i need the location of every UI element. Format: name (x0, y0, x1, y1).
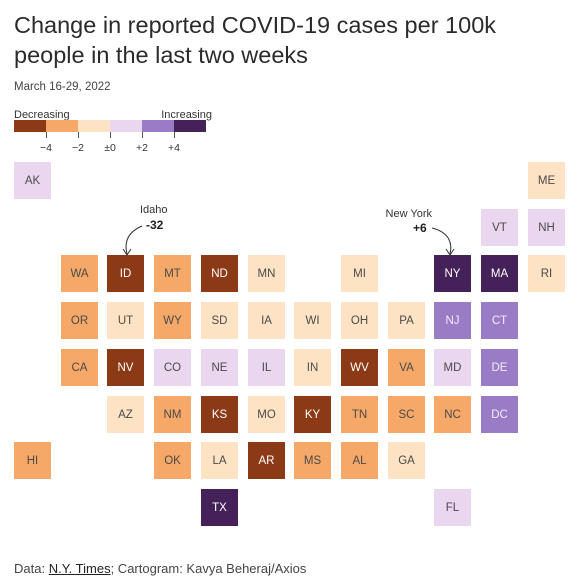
state-tile-nh: NH (528, 209, 565, 246)
state-tile-tn: TN (341, 396, 378, 433)
state-tile-ri: RI (528, 255, 565, 292)
state-tile-mt: MT (154, 255, 191, 292)
state-tile-ok: OK (154, 442, 191, 479)
legend-tick-mark (174, 132, 175, 138)
annotation-newyork-label: New York (385, 208, 432, 220)
state-tile-hi: HI (14, 442, 51, 479)
source-link[interactable]: N.Y. Times (48, 561, 111, 576)
color-legend: Decreasing Increasing −4 −2 ±0 +2 +4 (14, 109, 214, 159)
state-tile-me: ME (528, 162, 565, 199)
state-tile-nd: ND (201, 255, 238, 292)
annotation-newyork-value: +6 (413, 221, 427, 235)
legend-tick-label: +4 (168, 142, 180, 154)
state-tile-wa: WA (61, 255, 98, 292)
legend-tick-mark (142, 132, 143, 138)
legend-swatch-2 (78, 120, 110, 132)
legend-tick-mark (110, 132, 111, 138)
state-tile-ca: CA (61, 349, 98, 386)
state-tile-nm: NM (154, 396, 191, 433)
legend-swatch-5 (174, 120, 206, 132)
state-tile-in: IN (294, 349, 331, 386)
state-tile-ak: AK (14, 162, 51, 199)
state-tile-dc: DC (481, 396, 518, 433)
state-tile-de: DE (481, 349, 518, 386)
state-tile-sd: SD (201, 302, 238, 339)
state-tile-pa: PA (388, 302, 425, 339)
state-tile-ia: IA (248, 302, 285, 339)
state-tile-or: OR (61, 302, 98, 339)
legend-swatches (14, 120, 206, 132)
legend-tick-label: −4 (40, 142, 52, 154)
legend-swatch-0 (14, 120, 46, 132)
state-tile-al: AL (341, 442, 378, 479)
state-tile-ct: CT (481, 302, 518, 339)
state-tile-ny: NY (434, 255, 471, 292)
state-tile-wi: WI (294, 302, 331, 339)
state-tile-wv: WV (341, 349, 378, 386)
state-tile-az: AZ (107, 396, 144, 433)
state-tile-nj: NJ (434, 302, 471, 339)
state-tile-co: CO (154, 349, 191, 386)
tile-cartogram: AK ME VT NH WA ID MT ND MN MI NY MA RI OR UT WY SD IA WI OH… (14, 162, 565, 526)
state-tile-sc: SC (388, 396, 425, 433)
chart-title: Change in reported COVID-19 cases per 10… (14, 12, 497, 68)
source-suffix: ; Cartogram: Kavya Beheraj/Axios (110, 561, 307, 576)
state-tile-mi: MI (341, 255, 378, 292)
state-tile-id: ID (107, 255, 144, 292)
legend-increasing-label: Increasing (161, 109, 212, 121)
state-tile-md: MD (434, 349, 471, 386)
annotation-idaho-value: -32 (146, 218, 164, 232)
source-credit: Data: N.Y. Times; Cartogram: Kavya Beher… (14, 561, 306, 576)
chart-subtitle: March 16-29, 2022 (14, 81, 111, 93)
state-tile-ga: GA (388, 442, 425, 479)
state-tile-il: IL (248, 349, 285, 386)
legend-swatch-4 (142, 120, 174, 132)
state-tile-tx: TX (201, 489, 238, 526)
state-tile-ut: UT (107, 302, 144, 339)
legend-decreasing-label: Decreasing (14, 109, 70, 121)
legend-swatch-3 (110, 120, 142, 132)
state-tile-va: VA (388, 349, 425, 386)
state-tile-ar: AR (248, 442, 285, 479)
state-tile-wy: WY (154, 302, 191, 339)
state-tile-oh: OH (341, 302, 378, 339)
state-tile-ma: MA (481, 255, 518, 292)
state-tile-nc: NC (434, 396, 471, 433)
annotation-idaho-label: Idaho (140, 204, 168, 216)
source-prefix: Data: (14, 561, 49, 576)
legend-tick-label: ±0 (104, 142, 116, 154)
state-tile-nv: NV (107, 349, 144, 386)
state-tile-fl: FL (434, 489, 471, 526)
state-tile-mn: MN (248, 255, 285, 292)
state-tile-ks: KS (201, 396, 238, 433)
state-tile-ms: MS (294, 442, 331, 479)
state-tile-mo: MO (248, 396, 285, 433)
legend-swatch-1 (46, 120, 78, 132)
state-tile-vt: VT (481, 209, 518, 246)
state-tile-ne: NE (201, 349, 238, 386)
legend-tick-label: +2 (136, 142, 148, 154)
legend-tick-mark (78, 132, 79, 138)
legend-tick-label: −2 (72, 142, 84, 154)
state-tile-la: LA (201, 442, 238, 479)
legend-tick-mark (46, 132, 47, 138)
state-tile-ky: KY (294, 396, 331, 433)
